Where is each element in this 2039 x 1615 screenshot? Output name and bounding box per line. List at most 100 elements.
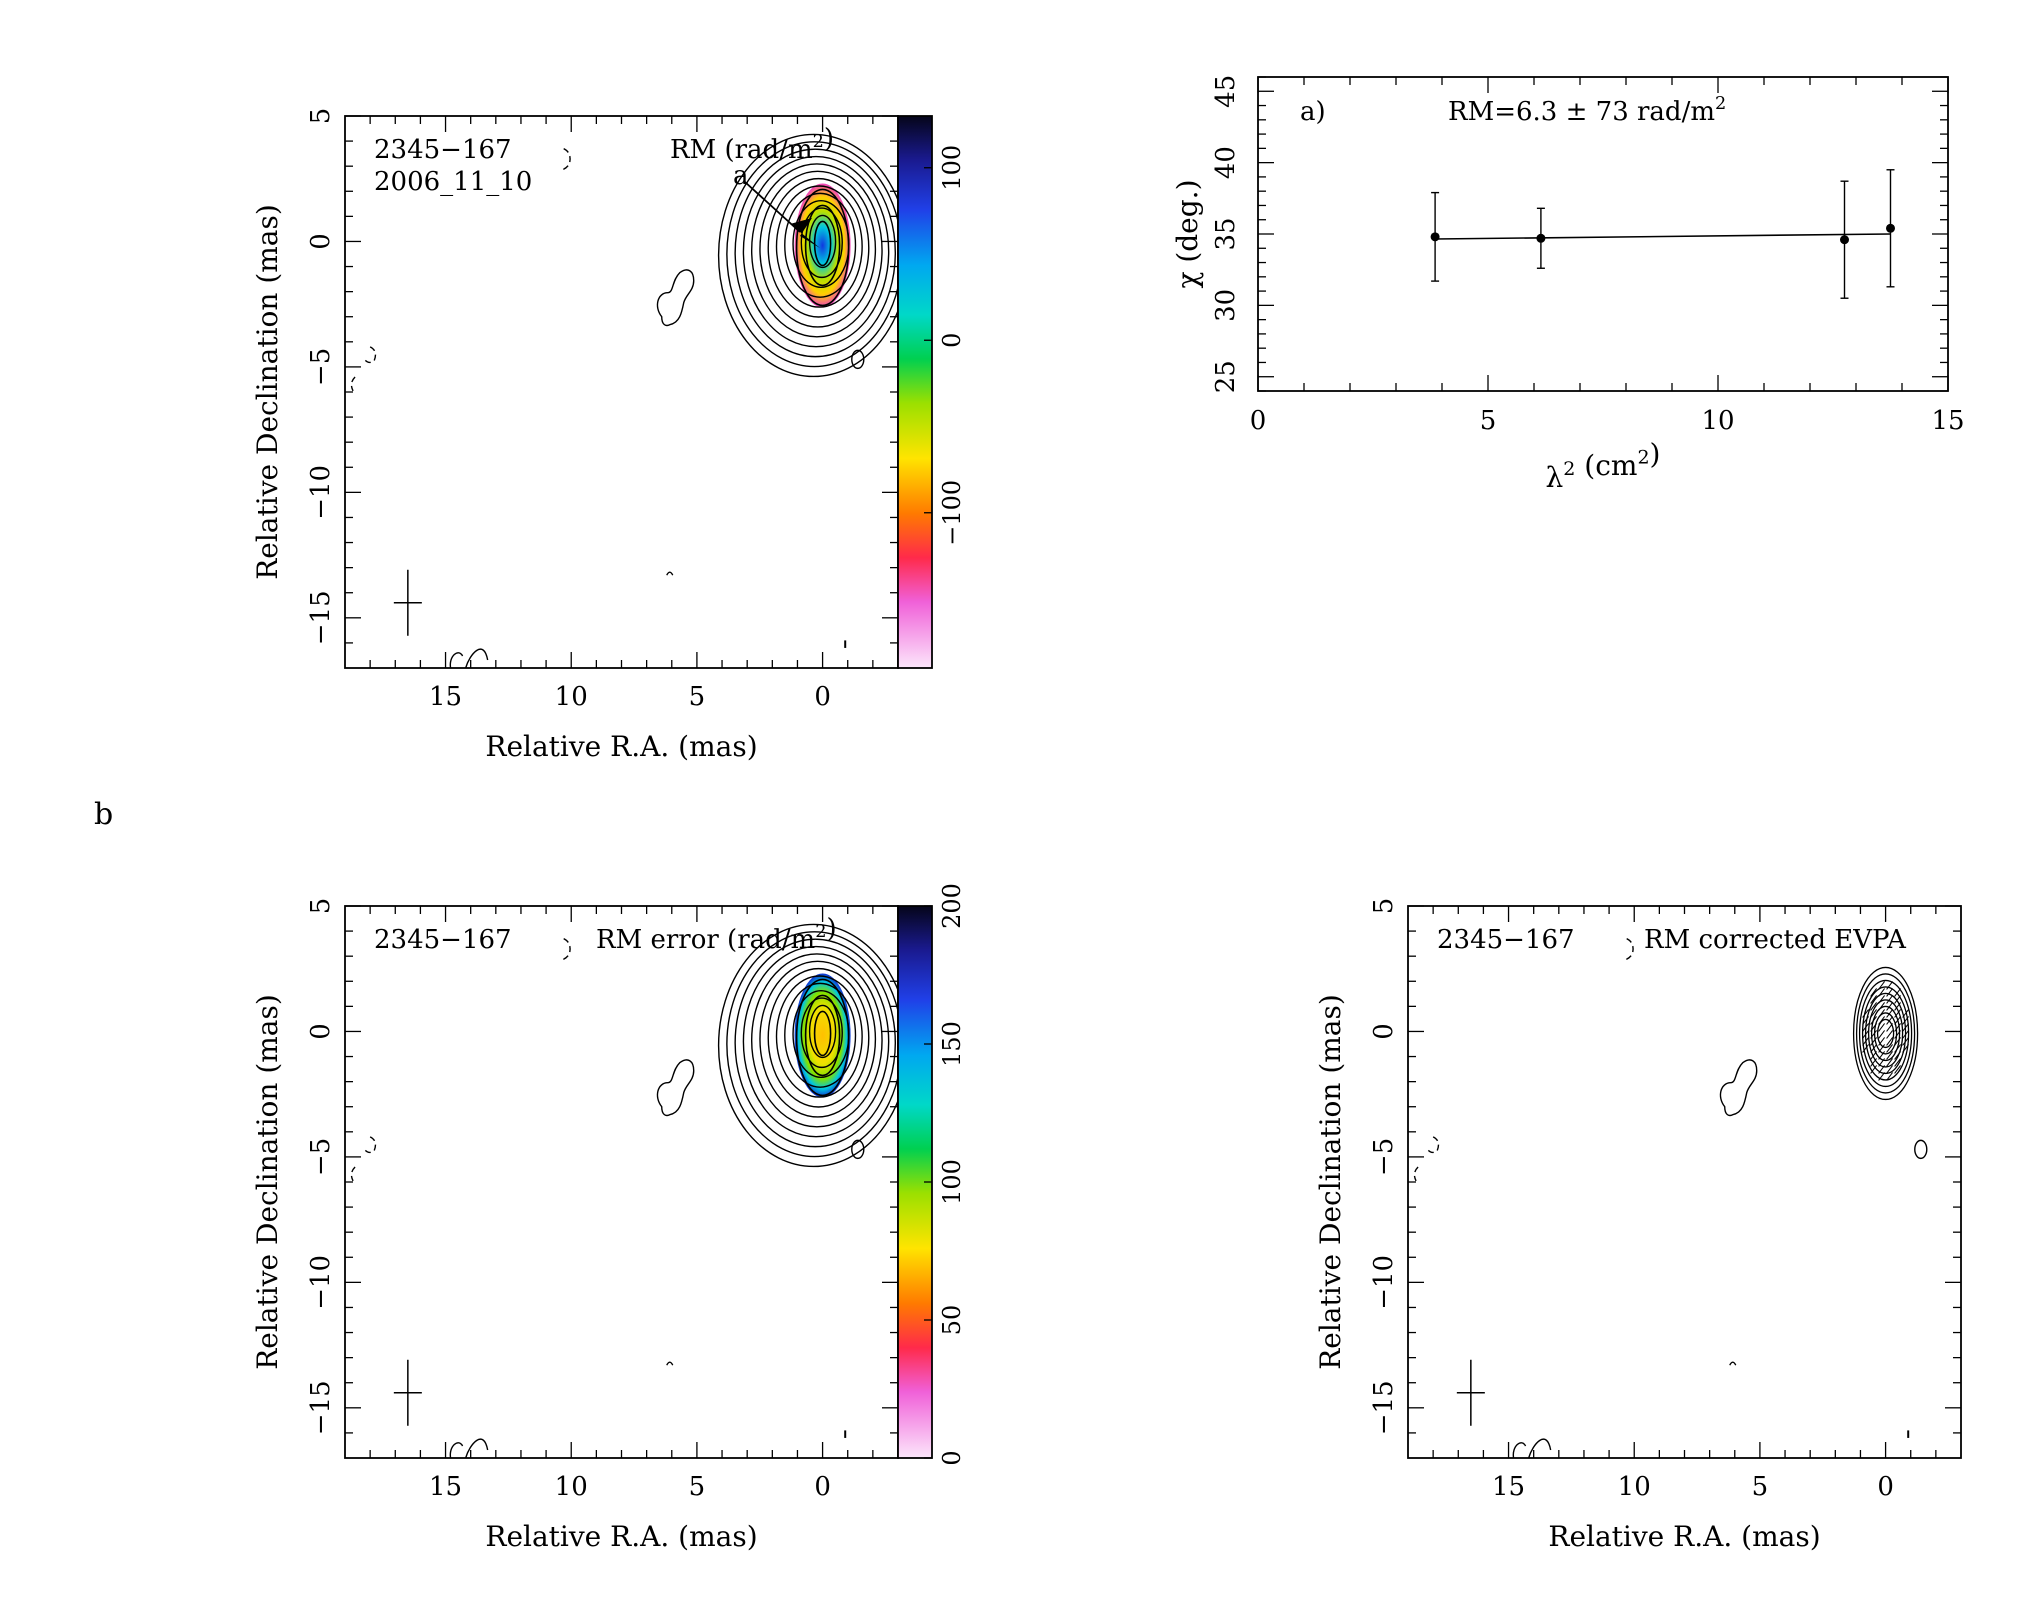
y-tick-label: 0 bbox=[306, 233, 336, 250]
contour-4 bbox=[775, 975, 863, 1098]
tiny-contour bbox=[1729, 1361, 1737, 1366]
source-label: 2345−167 bbox=[374, 135, 512, 165]
evpa-stick bbox=[1886, 995, 1893, 1004]
evpa-stick bbox=[1870, 1058, 1877, 1067]
contour-7 bbox=[750, 163, 883, 338]
evpa-stick bbox=[1870, 1002, 1877, 1011]
evpa-stick bbox=[1870, 995, 1877, 1004]
edge-contours bbox=[449, 648, 489, 669]
evpa-stick bbox=[1894, 1065, 1901, 1074]
x-tick-label: 0 bbox=[814, 1472, 831, 1502]
evpa-stick bbox=[1894, 988, 1901, 997]
contour-5 bbox=[767, 967, 870, 1108]
evpa-stick bbox=[1862, 1023, 1869, 1032]
map-panel-evpa_map: 15 10 5 0 5 0 −5 −10 −15 Relative R.A. (mas) Relat… bbox=[1314, 898, 1962, 1553]
evpa-stick bbox=[1878, 981, 1885, 990]
colorbar-tick-label: 100 bbox=[938, 1159, 966, 1205]
colorbar-tick-label: 100 bbox=[938, 145, 966, 191]
negative-contour-left bbox=[350, 1136, 377, 1182]
evpa-stick bbox=[1886, 1058, 1893, 1067]
core-contour-3 bbox=[1867, 999, 1904, 1068]
x-tick-label: 15 bbox=[1492, 1472, 1525, 1502]
evpa-stick bbox=[1886, 1016, 1893, 1025]
evpa-stick bbox=[1878, 1002, 1885, 1011]
y-tick-label: 30 bbox=[1211, 289, 1241, 322]
x-tick-label: 10 bbox=[555, 682, 588, 712]
y-tick-label: −15 bbox=[1369, 1380, 1399, 1435]
evpa-stick bbox=[1902, 1009, 1909, 1018]
fit-line bbox=[1435, 233, 1891, 240]
y-tick-label: −5 bbox=[1369, 1138, 1399, 1176]
contour-4 bbox=[775, 185, 863, 308]
contour-8 bbox=[742, 945, 890, 1138]
evpa-stick bbox=[1902, 1030, 1909, 1039]
tiny-contour bbox=[666, 571, 674, 576]
y-tick-label: −5 bbox=[306, 348, 336, 386]
negative-contour bbox=[559, 937, 571, 962]
figure-label-b: b bbox=[94, 797, 113, 832]
contour-9 bbox=[734, 148, 897, 358]
inner-contour-0 bbox=[813, 1010, 832, 1057]
y-axis-label: χ (deg.) bbox=[1171, 179, 1204, 288]
x-tick-label: 5 bbox=[689, 682, 706, 712]
y-tick-label: 45 bbox=[1211, 75, 1241, 108]
source-label: 2345−167 bbox=[374, 925, 512, 955]
x-tick-label: 0 bbox=[1877, 1472, 1894, 1502]
negative-contour-left bbox=[1413, 1136, 1440, 1182]
evpa-stick bbox=[1870, 1016, 1877, 1025]
x-axis-label: Relative R.A. (mas) bbox=[485, 730, 757, 763]
evpa-stick bbox=[1870, 1009, 1877, 1018]
data-point-3 bbox=[1886, 223, 1895, 233]
core-contour-7 bbox=[1855, 973, 1916, 1094]
evpa-stick bbox=[1894, 1044, 1901, 1053]
y-tick-label: 0 bbox=[306, 1023, 336, 1040]
contour-1 bbox=[800, 207, 843, 279]
contour-5 bbox=[767, 177, 870, 318]
evpa-stick bbox=[1886, 1023, 1893, 1032]
evpa-stick bbox=[1870, 988, 1877, 997]
evpa-stick bbox=[1878, 1051, 1885, 1060]
evpa-stick bbox=[1878, 1037, 1885, 1046]
evpa-stick bbox=[1870, 1037, 1877, 1046]
evpa-stick bbox=[1894, 1051, 1901, 1060]
evpa-stick bbox=[1886, 981, 1893, 990]
contour-9 bbox=[734, 938, 897, 1148]
marker-arrow bbox=[744, 181, 801, 233]
contour-3 bbox=[784, 192, 857, 298]
y-tick-label: −10 bbox=[306, 465, 336, 520]
small-contour bbox=[851, 349, 865, 370]
data-point-1 bbox=[1536, 233, 1546, 243]
evpa-stick bbox=[1894, 1030, 1901, 1039]
evpa-stick bbox=[1870, 1044, 1877, 1053]
x-tick-label: 0 bbox=[1250, 406, 1267, 436]
evpa-stick bbox=[1878, 1044, 1885, 1053]
core-contour-4 bbox=[1864, 992, 1907, 1075]
contour-3 bbox=[784, 982, 857, 1088]
tiny-contour bbox=[666, 1361, 674, 1366]
contour-7 bbox=[750, 953, 883, 1128]
evpa-stick bbox=[1878, 1065, 1885, 1074]
evpa-ticks bbox=[1852, 966, 1919, 1101]
contour-8 bbox=[742, 155, 890, 348]
evpa-stick bbox=[1878, 995, 1885, 1004]
map-panel-rm_error_map: 15 10 5 0 5 0 −5 −10 −15 Relative R.A. (mas) Relat… bbox=[251, 898, 910, 1553]
x-tick-label: 10 bbox=[555, 1472, 588, 1502]
evpa-stick bbox=[1886, 1030, 1893, 1039]
marker-label: a bbox=[733, 161, 749, 191]
x-tick-label: 10 bbox=[1701, 406, 1734, 436]
core-contour-6 bbox=[1858, 979, 1913, 1088]
y-axis-label: Relative Declination (mas) bbox=[251, 994, 284, 1370]
evpa-stick bbox=[1902, 1044, 1909, 1053]
y-tick-label: −10 bbox=[1369, 1255, 1399, 1310]
core-contour-5 bbox=[1861, 986, 1910, 1081]
y-tick-label: −10 bbox=[306, 1255, 336, 1310]
x-tick-label: 15 bbox=[429, 682, 462, 712]
evpa-stick bbox=[1878, 1016, 1885, 1025]
contour-6 bbox=[759, 170, 877, 328]
x-tick-label: 5 bbox=[1752, 1472, 1769, 1502]
evpa-stick bbox=[1870, 1051, 1877, 1060]
data-point-2 bbox=[1840, 235, 1849, 245]
colorbar-tick-label: −100 bbox=[938, 480, 966, 546]
inner-contour-1 bbox=[804, 994, 841, 1077]
evpa-stick bbox=[1886, 1051, 1893, 1060]
